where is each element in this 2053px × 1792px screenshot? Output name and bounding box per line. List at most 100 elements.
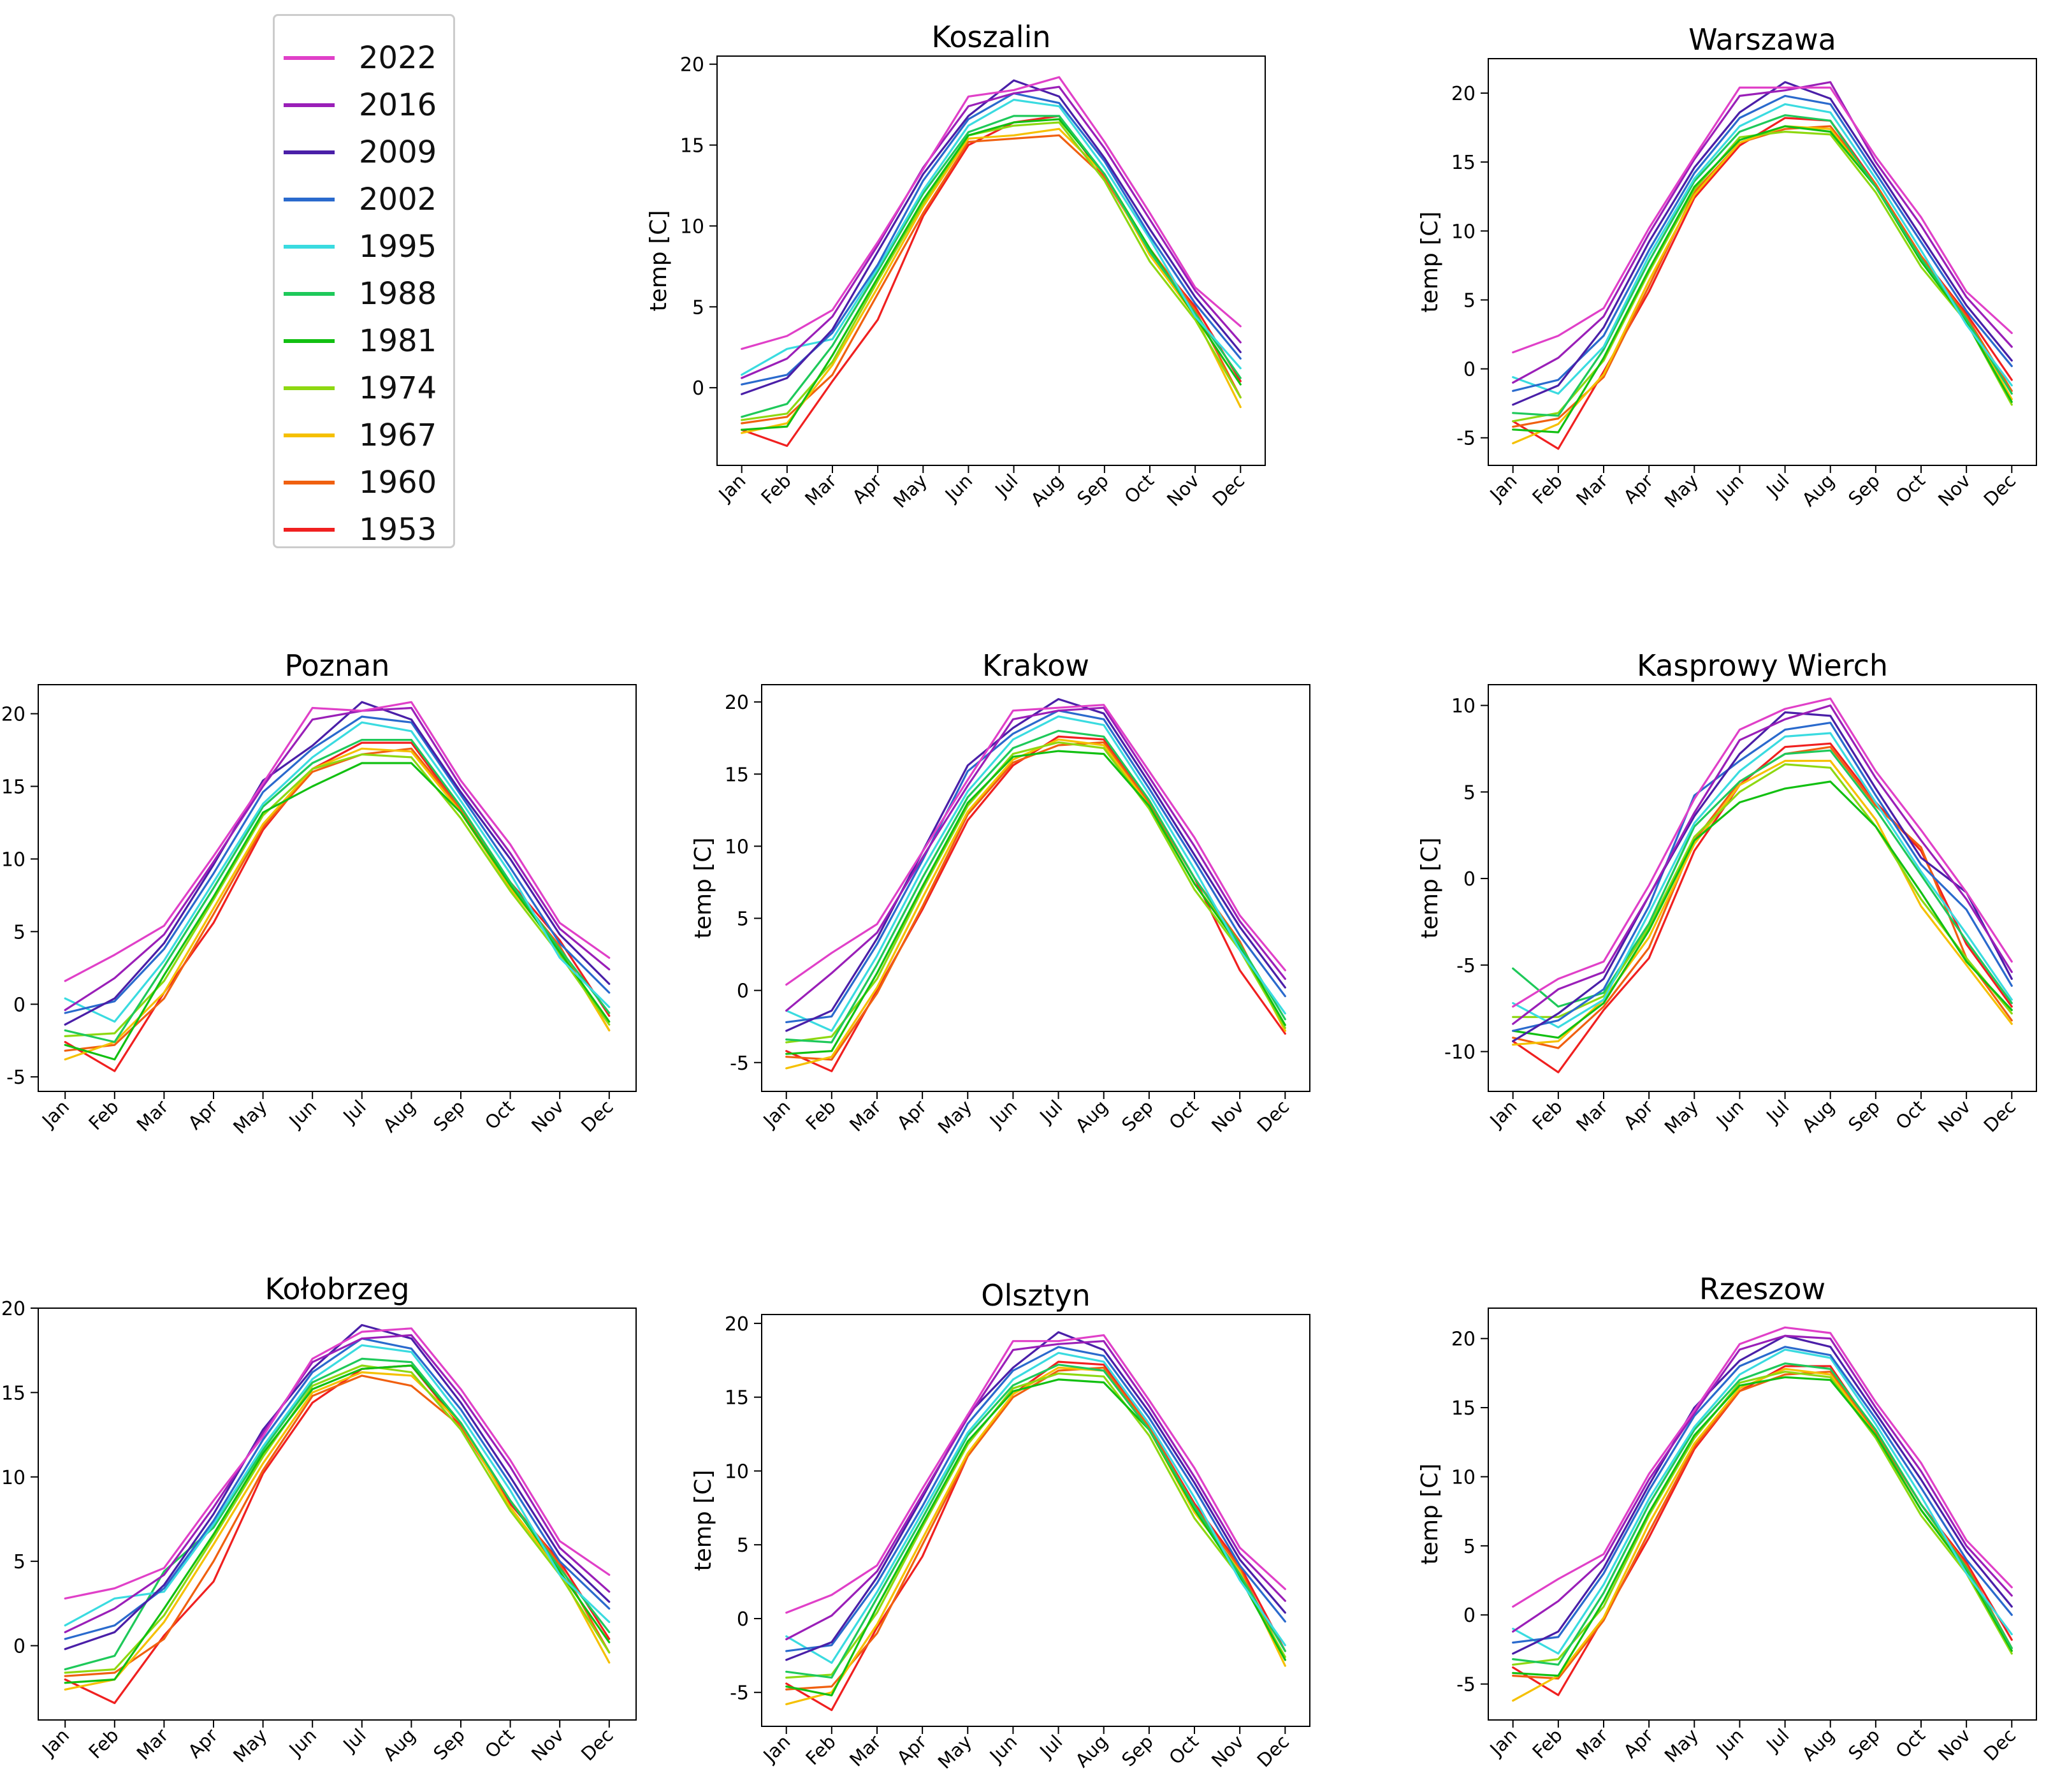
x-tick-label: Jun	[985, 1096, 1021, 1132]
plot-frame	[1488, 58, 2037, 466]
series-line-2016	[1512, 1334, 2013, 1633]
series-line-2022	[64, 701, 611, 982]
series-line-1967	[741, 127, 1242, 434]
plot-frame	[38, 684, 637, 1092]
series-line-1967	[64, 747, 611, 1061]
series-group	[1512, 697, 2013, 1074]
y-tick-label: 20	[725, 692, 749, 714]
x-tick-label: Sep	[1073, 470, 1113, 510]
chart-title: Koszalin	[931, 20, 1050, 54]
series-line-1988	[785, 729, 1286, 1044]
y-axis-label: temp [C]	[1417, 1464, 1443, 1565]
x-tick-label: Aug	[1071, 1731, 1112, 1772]
x-tick-label: Jul	[1761, 470, 1793, 502]
x-tick-label: Feb	[1528, 470, 1566, 508]
plot-frame	[761, 684, 1310, 1092]
x-tick-label: Dec	[1208, 470, 1249, 511]
x-tick-label: Feb	[84, 1724, 122, 1763]
y-tick-label: 10	[680, 215, 704, 238]
legend-entry: 2009	[284, 133, 437, 171]
x-tick-label: Sep	[1117, 1731, 1157, 1771]
x-tick-label: Dec	[1980, 1096, 2020, 1137]
series-group	[785, 1331, 1286, 1712]
x-tick-label: Jun	[284, 1724, 321, 1761]
x-tick-label: Feb	[1528, 1096, 1566, 1134]
x-tick-label: Nov	[527, 1724, 568, 1765]
x-tick-label: Aug	[1071, 1096, 1112, 1137]
series-line-1953	[1512, 742, 2013, 1074]
x-tick-label: Feb	[84, 1096, 122, 1134]
series-line-2002	[1512, 1346, 2013, 1644]
legend-entry: 1981	[284, 322, 437, 360]
legend-swatch	[284, 245, 335, 249]
y-tick-label: 20	[1451, 83, 1476, 105]
legend-swatch	[284, 198, 335, 201]
y-axis-label: temp [C]	[690, 838, 716, 939]
x-tick-label: Sep	[1844, 470, 1884, 510]
y-tick-label: 20	[1451, 1329, 1476, 1351]
series-line-1995	[785, 715, 1286, 1032]
series-line-2016	[741, 85, 1242, 379]
x-tick-label: Oct	[1891, 1096, 1929, 1134]
series-line-2002	[785, 710, 1286, 1024]
x-tick-label: Jan	[1485, 1724, 1521, 1761]
series-group	[64, 701, 611, 1072]
x-tick-label: May	[229, 1096, 271, 1138]
x-tick-label: Apr	[1620, 470, 1658, 508]
y-tick-label: 5	[692, 296, 704, 319]
chart-title: Kasprowy Wierch	[1637, 648, 1888, 683]
y-axis-label: temp [C]	[1417, 212, 1443, 313]
x-tick-label: May	[889, 470, 931, 512]
x-tick-label: May	[1660, 470, 1702, 512]
series-line-1988	[741, 115, 1242, 418]
y-tick-label: 15	[1451, 1397, 1476, 1420]
legend-entry: 2002	[284, 180, 437, 219]
legend-swatch	[284, 292, 335, 296]
y-tick-label: 10	[1451, 1466, 1476, 1489]
series-line-2009	[741, 79, 1242, 395]
series-group	[741, 76, 1242, 448]
x-tick-label: Jan	[37, 1096, 73, 1132]
x-tick-label: Jan	[758, 1731, 795, 1767]
legend-label: 2009	[359, 135, 437, 170]
x-tick-label: Jan	[758, 1096, 795, 1132]
plot-frame	[38, 1308, 637, 1721]
series-line-2002	[741, 92, 1242, 386]
x-tick-label: May	[1660, 1724, 1702, 1767]
y-tick-label: 20	[1, 704, 25, 726]
x-tick-label: Oct	[481, 1096, 519, 1134]
series-line-2016	[1512, 704, 2013, 1025]
legend-entry: 1967	[284, 416, 437, 455]
legend-entry: 2022	[284, 39, 437, 77]
y-tick-label: -10	[1444, 1042, 1476, 1064]
series-line-2009	[64, 701, 611, 1026]
x-tick-label: Sep	[429, 1724, 469, 1765]
x-tick-label: Jun	[1711, 470, 1748, 506]
series-line-1981	[741, 118, 1242, 431]
chart-title: Warszawa	[1688, 22, 1836, 57]
y-tick-label: -5	[730, 1682, 749, 1705]
x-tick-label: Nov	[1934, 1096, 1975, 1137]
series-line-1967	[785, 1366, 1286, 1705]
x-tick-label: Jun	[284, 1096, 321, 1132]
plot-frame	[716, 55, 1266, 466]
series-line-2016	[1512, 81, 2013, 384]
x-tick-label: Jun	[940, 470, 976, 506]
chart-title: Krakow	[982, 648, 1089, 683]
series-line-2009	[785, 697, 1286, 1032]
series-group	[785, 697, 1286, 1072]
series-line-1988	[64, 1357, 611, 1671]
series-line-1988	[785, 1364, 1286, 1679]
y-tick-label: -5	[730, 1053, 749, 1075]
series-line-2022	[1512, 86, 2013, 354]
x-tick-label: Jul	[1034, 1096, 1066, 1128]
y-tick-label: 5	[1463, 1536, 1476, 1558]
series-line-1981	[1512, 780, 2013, 1039]
series-group	[1512, 1326, 2013, 1702]
x-tick-label: Dec	[1253, 1096, 1294, 1137]
x-tick-label: Dec	[1980, 470, 2020, 511]
x-tick-label: Apr	[893, 1731, 931, 1769]
legend-entry: 1988	[284, 275, 437, 313]
series-line-1974	[1512, 1371, 2013, 1666]
